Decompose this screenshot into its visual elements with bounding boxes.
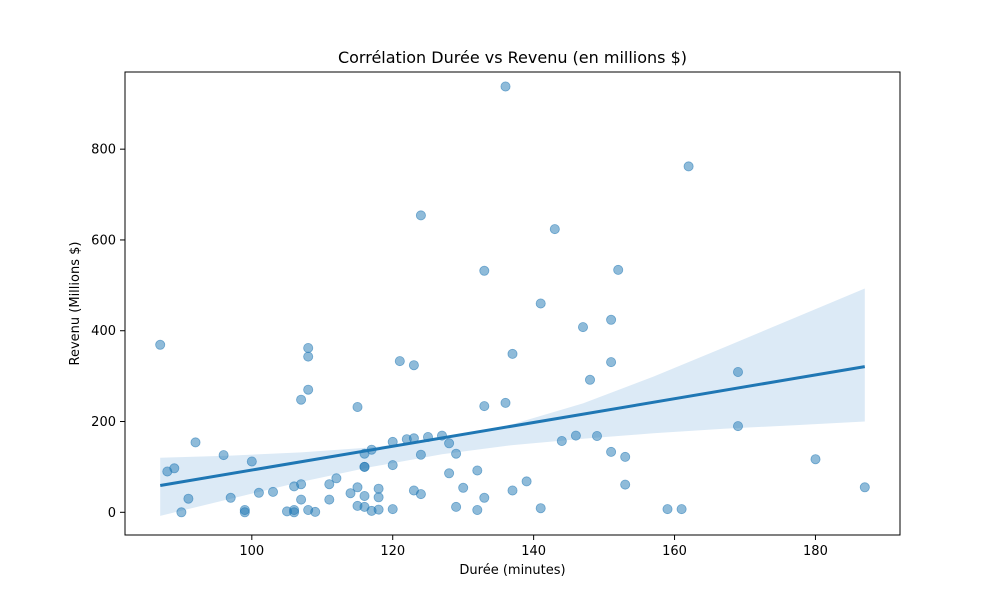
data-point (535, 503, 546, 514)
data-point (373, 483, 384, 494)
data-point (733, 421, 744, 432)
data-point (859, 482, 870, 493)
data-point (253, 487, 264, 498)
y-tick-label: 800 (91, 143, 116, 158)
data-point (345, 488, 356, 499)
data-point (303, 384, 314, 395)
data-point (535, 298, 546, 309)
data-point (310, 506, 321, 517)
data-point (352, 401, 363, 412)
data-point (394, 356, 405, 367)
data-point (444, 438, 455, 449)
data-point (676, 504, 687, 515)
x-tick-label: 140 (521, 544, 546, 559)
regression-line (159, 365, 866, 488)
x-tick-label: 160 (662, 544, 687, 559)
y-tick-label: 400 (91, 324, 116, 339)
x-axis-label: Durée (minutes) (459, 563, 565, 578)
data-point (521, 476, 532, 487)
y-tick-label: 600 (91, 233, 116, 248)
plot-frame (124, 71, 901, 536)
data-point (183, 493, 194, 504)
confidence-band (160, 288, 865, 516)
data-point (225, 492, 236, 503)
data-point (303, 351, 314, 362)
y-axis: 0 200 400 600 800 (91, 143, 125, 521)
data-point (500, 81, 511, 92)
x-tick-label: 120 (380, 544, 405, 559)
data-point (620, 479, 631, 490)
data-point (373, 504, 384, 515)
x-tick-label: 180 (803, 544, 828, 559)
data-point (415, 449, 426, 460)
data-point (451, 501, 462, 512)
data-point (289, 507, 300, 518)
data-point (606, 314, 617, 325)
data-point (387, 460, 398, 471)
data-point (296, 394, 307, 405)
data-point (169, 463, 180, 474)
data-point (296, 479, 307, 490)
data-point (662, 504, 673, 515)
data-point (296, 494, 307, 505)
data-point (324, 479, 335, 490)
data-point (458, 482, 469, 493)
data-point (500, 397, 511, 408)
data-point (570, 430, 581, 441)
x-axis: 100 120 140 160 180 (239, 535, 828, 559)
data-point (352, 482, 363, 493)
data-point (549, 224, 560, 235)
data-point (359, 461, 370, 472)
data-point (585, 374, 596, 385)
data-point (373, 492, 384, 503)
data-point (387, 504, 398, 515)
data-point (606, 357, 617, 368)
data-point (472, 504, 483, 515)
data-point (415, 489, 426, 500)
data-point (479, 492, 490, 503)
data-point (408, 360, 419, 371)
data-point (479, 265, 490, 276)
data-point (155, 339, 166, 350)
data-point (415, 210, 426, 221)
data-point (556, 435, 567, 446)
data-point (613, 264, 624, 275)
data-point (472, 465, 483, 476)
data-point (176, 507, 187, 518)
data-point (578, 322, 589, 333)
data-point (592, 430, 603, 441)
data-point (246, 456, 257, 467)
data-point (620, 451, 631, 462)
x-tick-label: 100 (239, 544, 264, 559)
data-point (444, 468, 455, 479)
y-tick-label: 200 (91, 415, 116, 430)
y-tick-label: 0 (108, 506, 116, 521)
data-point (359, 490, 370, 501)
data-point (324, 494, 335, 505)
data-point (479, 401, 490, 412)
data-point (733, 366, 744, 377)
data-point (218, 450, 229, 461)
chart-title: Corrélation Durée vs Revenu (en millions… (338, 48, 687, 67)
data-point (810, 454, 821, 465)
data-point (683, 161, 694, 172)
data-point (331, 473, 342, 484)
data-point (190, 437, 201, 448)
data-point (303, 342, 314, 353)
data-point (507, 485, 518, 496)
data-point (606, 446, 617, 457)
data-point (267, 486, 278, 497)
y-axis-label: Revenu (Millions $) (68, 242, 83, 366)
data-point (239, 507, 250, 518)
data-point (507, 348, 518, 359)
plot-area (155, 81, 870, 518)
data-point (451, 448, 462, 459)
